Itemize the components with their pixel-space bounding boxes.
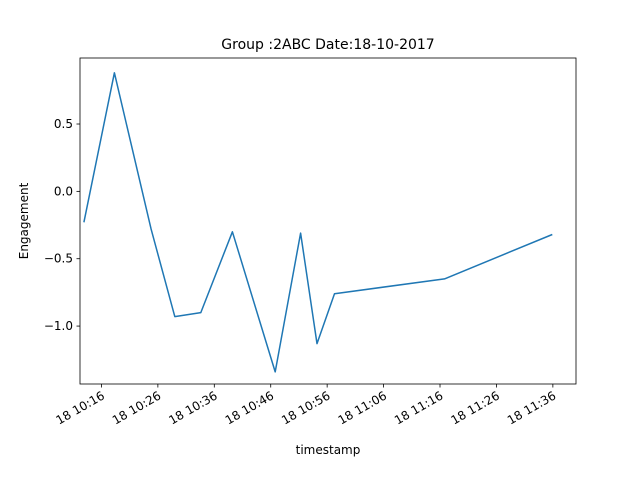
y-tick-label: −0.5 bbox=[44, 252, 73, 266]
y-axis-label: Engagement bbox=[17, 182, 31, 259]
y-tick-label: −1.0 bbox=[44, 319, 73, 333]
y-tick-label: 0.5 bbox=[54, 117, 73, 131]
chart-title: Group :2ABC Date:18-10-2017 bbox=[221, 37, 434, 53]
plot-frame bbox=[79, 57, 577, 385]
y-tick-label: 0.0 bbox=[54, 184, 73, 198]
series-layer bbox=[83, 72, 553, 373]
y-axis-ticks: −1.0 −0.5 0.0 0.5 bbox=[44, 117, 80, 333]
series-line bbox=[83, 72, 553, 373]
x-axis-label: timestamp bbox=[296, 443, 361, 457]
plot-area bbox=[80, 58, 576, 384]
